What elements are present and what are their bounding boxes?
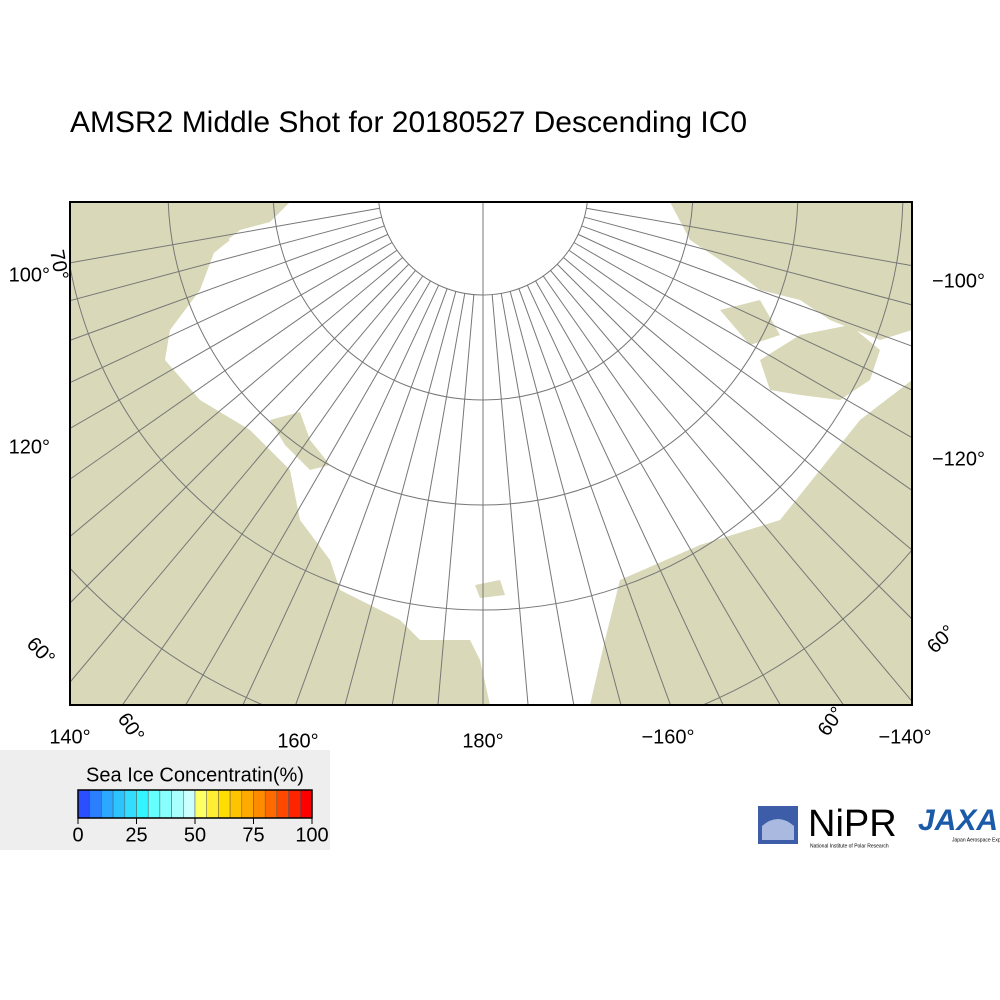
colorbar-segment [112,789,126,819]
meridian [550,270,912,703]
colorbar-tick-label: 25 [125,824,147,846]
colorbar-segment [77,789,90,819]
meridian [586,207,912,267]
meridian [542,275,845,705]
map-frame [69,201,913,706]
lat-label: 60° [113,709,148,746]
map-labels: 140° 160° 180° −160° −140° 100° 120° −10… [9,248,985,752]
colorbar: 0 25 50 75 100 [72,789,329,846]
meridian [70,216,382,302]
lat-label: 70° [45,248,72,282]
colorbar-segment [194,789,207,819]
meridian [70,249,398,480]
meridian [70,233,389,384]
meridian [295,288,448,705]
meridian [573,242,912,439]
meridian [70,257,403,538]
nipr-subtext: National Institute of Polar Research [810,843,889,849]
meridian [577,233,912,391]
lon-label: −100° [932,270,985,292]
lat-label: 60° [923,621,960,658]
meridian [563,257,912,551]
colorbar-segment [276,789,289,819]
colorbar-segment [171,789,184,819]
colorbar-tick-label: 75 [242,824,264,846]
colorbar-tick-label: 50 [184,824,206,846]
meridian [568,249,912,491]
colorbar-segment [89,789,102,819]
meridian [526,284,724,705]
lat-label: 60° [814,703,849,740]
nipr-text: NiPR [808,803,897,845]
meridian [581,225,912,347]
colorbar-segment [101,789,114,819]
lon-label: 140° [49,726,90,748]
colorbar-segment [241,789,254,819]
colorbar-segment [218,789,231,819]
meridian [556,263,912,620]
colorbar-segment [124,789,137,819]
lat-label: 60° [22,633,59,670]
meridian [344,291,457,705]
colorbar-segment [253,789,266,819]
meridian [70,207,380,264]
colorbar-tick-label: 100 [295,824,328,846]
meridian [70,225,385,341]
nipr-icon-detail [762,819,794,840]
jaxa-logo: JAXA Japan Aerospace Exploration Agency [918,804,1000,843]
lon-label: 160° [277,730,318,752]
meridian [584,216,912,306]
meridian [242,284,440,705]
colorbar-segment [147,789,161,819]
lon-label: −140° [878,726,931,748]
lon-label: −160° [641,726,694,748]
lon-label: −120° [932,448,985,470]
lon-label: 120° [9,436,50,458]
meridian [500,293,575,705]
colorbar-segment [229,789,243,819]
meridian [437,294,475,705]
colorbar-segment [288,789,301,819]
colorbar-segment [136,789,149,819]
jaxa-subtext: Japan Aerospace Exploration Agency [952,837,1000,843]
meridian [121,275,424,705]
colorbar-segment [183,789,196,819]
colorbar-segment [300,789,313,819]
jaxa-text: JAXA [918,804,998,837]
meridian [185,280,431,705]
colorbar-segment [264,789,278,819]
lon-label: 100° [9,264,50,286]
meridian [509,291,622,705]
meridian [70,263,410,604]
lon-label: 180° [462,730,503,752]
meridian [70,270,416,683]
nipr-logo: NiPR National Institute of Polar Researc… [758,803,897,849]
meridian [535,280,781,705]
legend-title: Sea Ice Concentratin(%) [86,764,304,786]
colorbar-segment [206,789,219,819]
meridian [70,242,393,430]
meridian [491,294,529,705]
title: AMSR2 Middle Shot for 20180527 Descendin… [70,106,747,139]
colorbar-segment [159,789,172,819]
meridian [518,288,671,705]
colorbar-tick-label: 0 [72,824,83,846]
meridian [391,293,466,705]
